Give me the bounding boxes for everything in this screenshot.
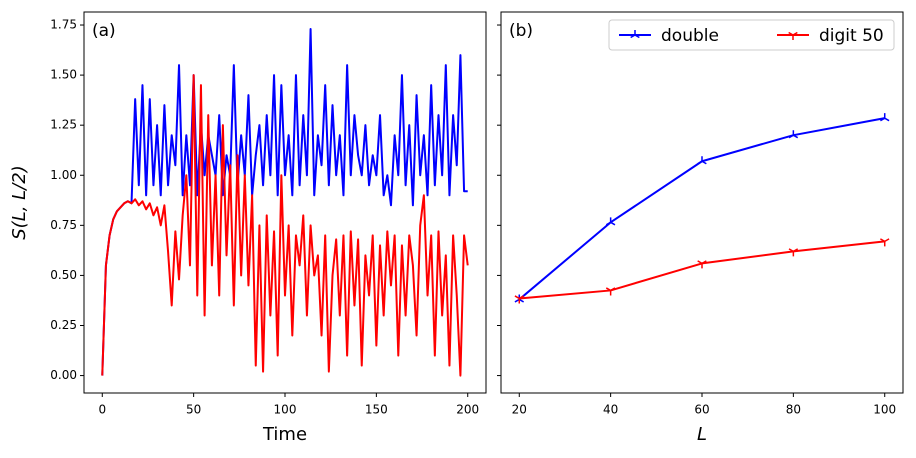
x-tick-label: 0: [98, 403, 106, 417]
axes-frame: [500, 11, 904, 394]
legend-marker: [630, 30, 640, 39]
panel-label: (b): [509, 21, 533, 41]
y-tick-label: 1.75: [50, 18, 77, 32]
x-tick-label: 60: [694, 403, 709, 417]
x-tick-label: 20: [512, 403, 527, 417]
legend-label: digit 50: [819, 26, 884, 46]
x-tick-label: 150: [365, 403, 388, 417]
x-tick-label: 100: [274, 403, 297, 417]
legend-marker: [788, 31, 798, 40]
axes-frame: [83, 11, 487, 394]
y-tick-label: 1.25: [50, 118, 77, 132]
series-line: [519, 240, 885, 300]
x-tick-label: 200: [456, 403, 479, 417]
y-tick-label: 0.50: [50, 268, 77, 282]
series-line: [101, 74, 469, 377]
series-line: [101, 28, 468, 376]
x-axis-label: Time: [262, 424, 307, 445]
x-axis-label: L: [697, 424, 707, 445]
plot-area: [101, 28, 469, 377]
y-tick-label: 0.25: [50, 318, 77, 332]
x-tick-label: 80: [786, 403, 801, 417]
panel-label: (a): [92, 21, 116, 41]
y-axis-label: S(L, L/2): [9, 165, 30, 240]
marker: [697, 260, 707, 269]
y-tick-label: 0.00: [50, 368, 77, 382]
x-tick-label: 50: [186, 403, 201, 417]
x-tick-label: 100: [873, 403, 896, 417]
y-tick-label: 1.50: [50, 68, 77, 82]
marker: [605, 217, 616, 226]
marker: [788, 248, 799, 257]
marker: [880, 113, 890, 122]
marker: [880, 238, 890, 247]
marker: [788, 130, 799, 139]
series-line: [518, 117, 885, 301]
marker: [514, 295, 524, 304]
legend-label: double: [661, 26, 719, 46]
marker: [697, 156, 707, 165]
y-tick-label: 1.00: [50, 168, 77, 182]
plot-area: [514, 113, 890, 304]
marker: [605, 287, 616, 296]
legend-box: [608, 19, 895, 51]
y-tick-label: 0.75: [50, 218, 77, 232]
x-tick-label: 40: [603, 403, 618, 417]
